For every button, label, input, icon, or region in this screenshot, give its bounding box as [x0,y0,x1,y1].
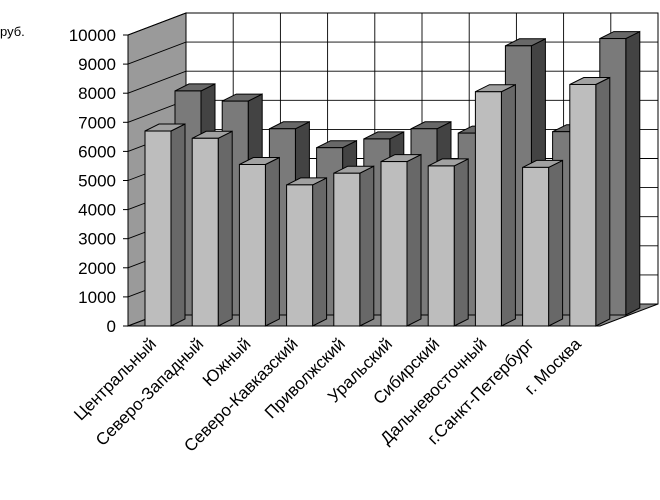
y-tick-label: 3000 [78,230,116,249]
y-tick-label: 6000 [78,142,116,161]
bar-series-1 [191,130,233,327]
y-tick-label: 0 [107,317,116,336]
gridline [127,41,658,65]
bars [144,30,641,327]
y-tick-label: 9000 [78,55,116,74]
y-tick-label: 10000 [69,26,116,45]
category-labels: ЦентральныйСеверо-ЗападныйЮжныйСеверо-Ка… [70,334,585,456]
gridline [127,12,658,36]
y-tick-label: 4000 [78,201,116,220]
bar-series-1 [333,165,375,327]
y-tick-label: 7000 [78,113,116,132]
gridline [127,70,658,94]
bar-series-1 [286,177,328,327]
bar-series-1 [474,83,516,327]
y-tick-label: 8000 [78,84,116,103]
y-axis-unit-label: руб. [0,24,25,39]
y-tick-label: 5000 [78,172,116,191]
bar-series-1 [569,76,611,327]
y-tick-label: 2000 [78,259,116,278]
bar-series-1 [427,158,469,327]
y-tick-label: 1000 [78,288,116,307]
bar-series-1 [522,159,564,327]
bar-series-1 [380,153,422,327]
bar-series-1 [238,156,280,327]
y-axis: руб. 0 1000 2000 3000 4000 5000 6000 7000 8000 90… [0,24,128,336]
category-label: Центральный [70,334,160,424]
bar-series-1 [144,123,186,327]
